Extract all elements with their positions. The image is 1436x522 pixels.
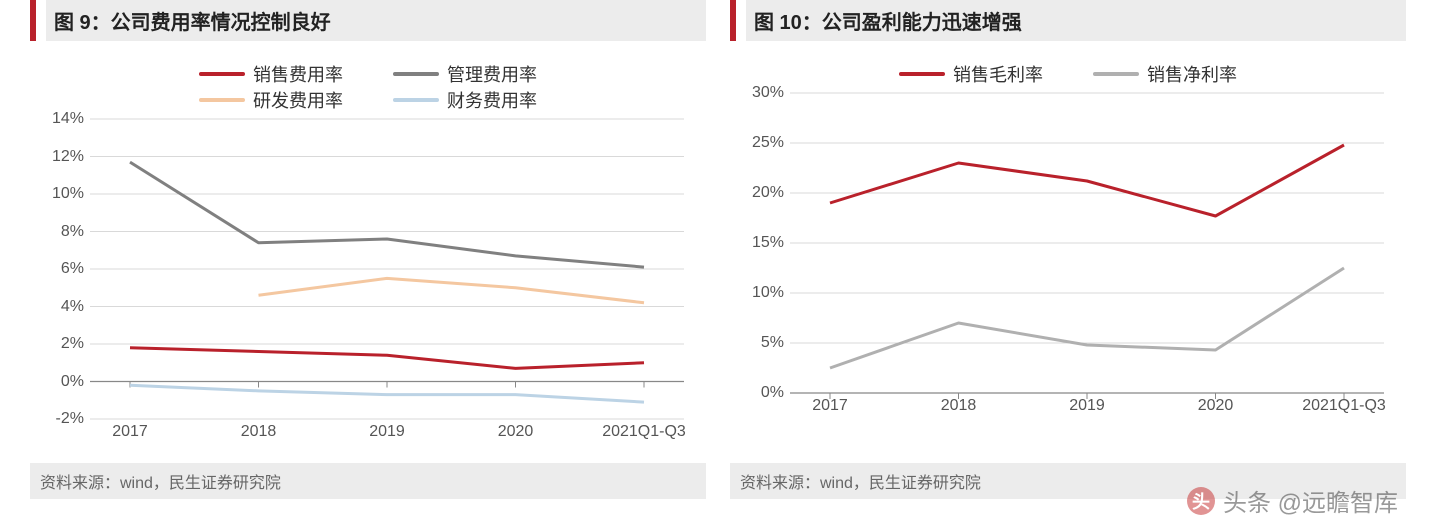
chart-title: 图 10：公司盈利能力迅速增强 <box>746 0 1406 41</box>
y-axis-labels: 0%5%10%15%20%25%30% <box>734 93 784 393</box>
x-tick-label: 2018 <box>241 423 277 441</box>
legend-item: 销售净利率 <box>1093 61 1237 87</box>
series-line <box>830 145 1344 216</box>
legend-swatch <box>899 72 945 76</box>
legend-label: 销售净利率 <box>1147 61 1237 87</box>
legend-swatch <box>199 72 245 76</box>
series-line <box>130 162 644 267</box>
series-line <box>830 268 1344 368</box>
y-tick-label: 20% <box>734 184 784 202</box>
y-tick-label: 12% <box>34 148 84 166</box>
x-tick-label: 2019 <box>1069 397 1105 415</box>
x-axis-labels: 2017 2018 2019 2020 2021Q1-Q3 <box>790 397 1384 421</box>
y-tick-label: 6% <box>34 260 84 278</box>
y-tick-label: 10% <box>734 284 784 302</box>
title-bar: 图 10：公司盈利能力迅速增强 <box>730 0 1406 41</box>
legend-item: 销售毛利率 <box>899 61 1043 87</box>
legend-item: 销售费用率 <box>199 61 343 87</box>
x-tick-label: 2020 <box>498 423 534 441</box>
x-tick-label: 2021Q1-Q3 <box>602 423 686 441</box>
title-bar: 图 9：公司费用率情况控制良好 <box>30 0 706 41</box>
title-accent <box>30 0 36 41</box>
x-tick-label: 2020 <box>1198 397 1234 415</box>
series-line <box>130 348 644 369</box>
legend: 销售费用率 管理费用率研发费用率 财务费用率 <box>30 51 706 119</box>
plot-svg <box>790 93 1384 393</box>
watermark: 头 头条 @远瞻智库 <box>1187 483 1398 518</box>
y-tick-label: -2% <box>34 410 84 428</box>
chart-panel-right: 图 10：公司盈利能力迅速增强 销售毛利率销售净利率 0%5%10%15%20%… <box>730 0 1406 499</box>
legend-label: 研发费用率 <box>253 87 343 113</box>
y-tick-label: 14% <box>34 110 84 128</box>
legend-swatch <box>199 98 245 102</box>
y-tick-label: 10% <box>34 185 84 203</box>
legend-swatch <box>393 98 439 102</box>
chart-title: 图 9：公司费用率情况控制良好 <box>46 0 706 41</box>
legend-swatch <box>393 72 439 76</box>
y-tick-label: 0% <box>734 384 784 402</box>
legend-swatch <box>1093 72 1139 76</box>
y-tick-label: 5% <box>734 334 784 352</box>
legend-item: 研发费用率 <box>199 87 343 113</box>
source-note: 资料来源：wind，民生证券研究院 <box>30 463 706 499</box>
x-axis-labels: 2017 2018 2019 2020 2021Q1-Q3 <box>90 423 684 447</box>
chart-panel-left: 图 9：公司费用率情况控制良好 销售费用率 管理费用率研发费用率 财务费用率 -2%… <box>30 0 706 499</box>
legend-item: 财务费用率 <box>393 87 537 113</box>
chart-area-right: 销售毛利率销售净利率 0%5%10%15%20%25%30% 201720182… <box>730 51 1406 419</box>
x-tick-label: 2019 <box>369 423 405 441</box>
legend: 销售毛利率 销售净利率 <box>730 51 1406 93</box>
plot: 0%5%10%15%20%25%30% 20172018201920202021… <box>790 93 1384 393</box>
y-tick-label: 0% <box>34 373 84 391</box>
legend-label: 销售毛利率 <box>953 61 1043 87</box>
y-axis-labels: -2%0%2%4%6%8%10%12%14% <box>34 119 84 419</box>
title-accent <box>730 0 736 41</box>
y-tick-label: 30% <box>734 84 784 102</box>
chart-area-left: 销售费用率 管理费用率研发费用率 财务费用率 -2%0%2%4%6%8%10%12%… <box>30 51 706 419</box>
legend-label: 财务费用率 <box>447 87 537 113</box>
series-line <box>259 278 645 302</box>
y-tick-label: 15% <box>734 234 784 252</box>
x-tick-label: 2021Q1-Q3 <box>1302 397 1386 415</box>
legend-item: 管理费用率 <box>393 61 537 87</box>
x-tick-label: 2018 <box>941 397 977 415</box>
plot: -2%0%2%4%6%8%10%12%14% 20172018201920202… <box>90 119 684 419</box>
legend-label: 销售费用率 <box>253 61 343 87</box>
x-tick-label: 2017 <box>112 423 148 441</box>
series-line <box>130 385 644 402</box>
y-tick-label: 4% <box>34 298 84 316</box>
y-tick-label: 2% <box>34 335 84 353</box>
y-tick-label: 25% <box>734 134 784 152</box>
watermark-text: 头条 @远瞻智库 <box>1223 483 1398 518</box>
y-tick-label: 8% <box>34 223 84 241</box>
legend-label: 管理费用率 <box>447 61 537 87</box>
plot-svg <box>90 119 684 419</box>
x-tick-label: 2017 <box>812 397 848 415</box>
watermark-icon: 头 <box>1187 487 1215 515</box>
